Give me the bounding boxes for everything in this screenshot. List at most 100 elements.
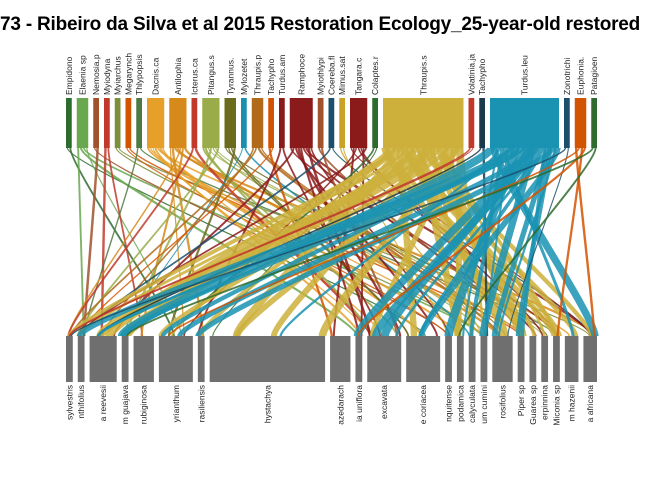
- higher-species-label: Antilophia: [173, 57, 183, 95]
- lower-species-box: [197, 336, 205, 382]
- lower-species-label: rasiliensis: [196, 385, 206, 422]
- lower-species-label: excavata: [379, 385, 389, 419]
- higher-level-labels: Empidono Elaenia sp Nemosia.p Myiodyna Myiar…: [64, 53, 599, 95]
- lower-species-label: yrianthum: [171, 385, 181, 422]
- lower-species-label: m hazenii: [567, 385, 577, 421]
- interaction-link: [126, 147, 594, 337]
- higher-species-box: [350, 98, 368, 148]
- higher-species-label: Myiarchus: [113, 56, 123, 95]
- higher-species-box: [191, 98, 198, 148]
- higher-species-box: [251, 98, 264, 148]
- lower-species-label: e coriacea: [418, 385, 428, 424]
- lower-species-box: [406, 336, 441, 382]
- higher-species-label: Tangara.c: [354, 57, 364, 95]
- higher-species-box: [125, 98, 132, 148]
- lower-species-label: hystachya: [262, 385, 272, 424]
- interaction-link: [515, 147, 553, 337]
- lower-species-box: [89, 336, 117, 382]
- lower-species-label: rosifolius: [497, 385, 507, 419]
- chart-title: 73 - Ribeiro da Silva et al 2015 Restora…: [0, 14, 641, 35]
- higher-species-box: [202, 98, 220, 148]
- higher-species-label: Nemosia.p: [91, 54, 101, 95]
- higher-species-label: Tachypho: [477, 58, 487, 95]
- higher-species-label: Tachypho: [266, 58, 276, 95]
- higher-species-box: [76, 98, 89, 148]
- higher-species-box: [328, 98, 335, 148]
- interaction-link: [67, 147, 397, 337]
- higher-species-box: [104, 98, 110, 148]
- lower-species-box: [529, 336, 537, 382]
- higher-species-label: Elaenia sp: [78, 55, 88, 95]
- higher-species-box: [317, 98, 324, 148]
- lower-species-box: [367, 336, 402, 382]
- higher-species-box: [241, 98, 247, 148]
- lower-species-box: [456, 336, 464, 382]
- lower-species-label: a africana: [585, 385, 595, 423]
- lower-species-label: sylvestris: [64, 385, 74, 420]
- lower-species-box: [517, 336, 525, 382]
- interaction-link: [76, 146, 516, 338]
- lower-species-label: nthifolius: [76, 385, 86, 419]
- interaction-link: [70, 147, 257, 337]
- higher-species-label: Thraupis.p: [253, 55, 263, 95]
- higher-species-box: [93, 98, 99, 148]
- lower-species-label: erpinnina: [540, 385, 550, 420]
- lower-species-box: [158, 336, 193, 382]
- lower-species-box: [583, 336, 597, 382]
- higher-species-box: [339, 98, 345, 148]
- higher-species-box: [468, 98, 475, 148]
- higher-species-box: [169, 98, 187, 148]
- higher-species-box: [289, 98, 313, 148]
- interaction-link: [67, 147, 194, 337]
- lower-species-box: [209, 336, 326, 382]
- higher-species-label: Volatinia.ja: [466, 54, 476, 95]
- lower-species-label: Guarea sp: [528, 385, 538, 425]
- higher-species-label: Euphonia.: [576, 57, 586, 95]
- higher-species-label: Ramphoce: [296, 54, 306, 95]
- lower-species-box: [468, 336, 476, 382]
- lower-species-label: rubiginosa: [139, 385, 149, 424]
- lower-level-labels: sylvestris nthifolius a reevesii m guajava r…: [64, 385, 595, 426]
- higher-species-label: Thraupis.s: [418, 55, 428, 95]
- higher-species-label: Thlypopsis: [134, 54, 144, 95]
- interaction-link: [372, 146, 538, 338]
- higher-species-box: [66, 98, 72, 148]
- higher-species-label: Empidono: [64, 56, 74, 95]
- lower-species-label: ia uniflora: [354, 385, 364, 422]
- higher-species-label: Megarynch: [123, 53, 133, 95]
- higher-species-label: Mimus.sat: [337, 56, 347, 95]
- lower-level-boxes: [66, 336, 597, 382]
- higher-level-boxes: [66, 98, 597, 148]
- higher-species-box: [136, 98, 142, 148]
- higher-species-label: Myiodyna: [102, 58, 112, 95]
- higher-species-box: [224, 98, 236, 148]
- lower-species-box: [480, 336, 488, 382]
- higher-species-box: [564, 98, 570, 148]
- lower-species-box: [553, 336, 560, 382]
- lower-species-label: Miconia sp: [551, 385, 561, 426]
- lower-species-box: [541, 336, 549, 382]
- higher-species-box: [479, 98, 485, 148]
- lower-species-box: [133, 336, 154, 382]
- higher-species-label: Coereba.fl: [326, 56, 336, 95]
- higher-species-box: [591, 98, 597, 148]
- higher-species-label: Zonotrichi: [562, 58, 572, 95]
- interaction-link: [418, 147, 561, 337]
- higher-species-box: [574, 98, 587, 148]
- interaction-link: [507, 147, 569, 337]
- higher-species-box: [147, 98, 165, 148]
- interaction-link: [458, 147, 597, 337]
- higher-species-label: Turdus.am: [277, 55, 287, 95]
- interaction-link: [356, 147, 586, 337]
- higher-species-label: Myiothlypi: [316, 57, 326, 95]
- higher-species-label: Patagioen: [589, 56, 599, 95]
- lower-species-label: um cumini: [479, 385, 489, 424]
- lower-species-box: [355, 336, 363, 382]
- lower-species-box: [121, 336, 129, 382]
- lower-species-label: a reevesii: [98, 385, 108, 421]
- higher-species-box: [490, 98, 559, 148]
- higher-species-label: Tyrannus.: [225, 58, 235, 95]
- lower-species-label: m guajava: [120, 385, 130, 424]
- interaction-link: [69, 147, 474, 337]
